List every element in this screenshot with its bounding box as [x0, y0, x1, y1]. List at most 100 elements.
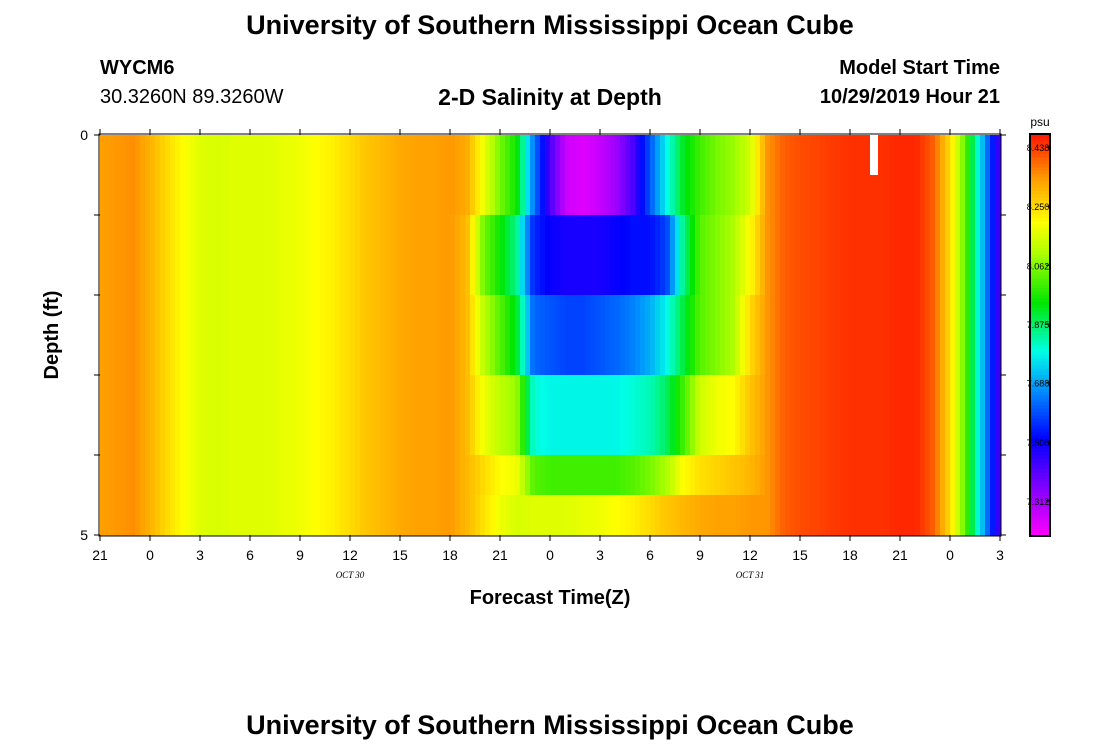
heatmap-cell — [735, 495, 741, 536]
heatmap-cell — [595, 295, 601, 376]
heatmap-cell — [200, 375, 206, 456]
heatmap-cell — [815, 375, 821, 456]
heatmap-cell — [860, 455, 866, 496]
colorbar-segment — [1030, 351, 1050, 356]
heatmap-cell — [975, 455, 981, 496]
heatmap-cell — [615, 375, 621, 456]
colorbar-segment — [1030, 455, 1050, 460]
heatmap-cell — [605, 375, 611, 456]
heatmap-cell — [460, 455, 466, 496]
heatmap-cell — [620, 455, 626, 496]
heatmap-cell — [660, 455, 666, 496]
heatmap-cell — [165, 135, 171, 216]
heatmap-cell — [210, 375, 216, 456]
heatmap-cell — [335, 295, 341, 376]
heatmap-cell — [975, 295, 981, 376]
heatmap-cell — [930, 455, 936, 496]
heatmap-cell — [170, 495, 176, 536]
heatmap-cell — [760, 295, 766, 376]
heatmap-cell — [895, 375, 901, 456]
colorbar-segment — [1030, 395, 1050, 400]
heatmap-cell — [175, 495, 181, 536]
heatmap-cell — [855, 455, 861, 496]
heatmap-cell — [155, 375, 161, 456]
heatmap-cell — [815, 215, 821, 296]
heatmap-cell — [830, 215, 836, 296]
heatmap-cell — [645, 215, 651, 296]
heatmap-cell — [630, 215, 636, 296]
heatmap-cell — [675, 375, 681, 456]
heatmap-cell — [655, 295, 661, 376]
heatmap-cell — [930, 295, 936, 376]
heatmap-cell — [470, 375, 476, 456]
heatmap-cell — [865, 295, 871, 376]
heatmap-cell — [195, 135, 201, 216]
colorbar-segment — [1030, 301, 1050, 306]
heatmap-cell — [195, 455, 201, 496]
heatmap-cell — [840, 295, 846, 376]
heatmap-cell — [940, 295, 946, 376]
heatmap-cell — [190, 375, 196, 456]
heatmap-cell — [810, 215, 816, 296]
colorbar-segment — [1030, 231, 1050, 236]
heatmap-cell — [950, 135, 956, 216]
heatmap-cell — [945, 135, 951, 216]
heatmap-cell — [225, 375, 231, 456]
heatmap-cell — [420, 215, 426, 296]
heatmap-cell — [335, 215, 341, 296]
heatmap-cell — [910, 215, 916, 296]
heatmap-cell — [790, 135, 796, 216]
heatmap-cell — [670, 455, 676, 496]
heatmap-cell — [960, 375, 966, 456]
heatmap-cell — [485, 135, 491, 216]
heatmap-cell — [200, 135, 206, 216]
heatmap-cell — [720, 215, 726, 296]
heatmap-cell — [855, 375, 861, 456]
heatmap-cell — [810, 495, 816, 536]
heatmap-cell — [375, 135, 381, 216]
heatmap-cell — [120, 215, 126, 296]
colorbar-segment — [1030, 160, 1050, 165]
heatmap-cell — [500, 495, 506, 536]
heatmap-cell — [320, 215, 326, 296]
heatmap-cell — [495, 495, 501, 536]
heatmap-cell — [440, 215, 446, 296]
heatmap-cell — [345, 295, 351, 376]
heatmap-cell — [635, 135, 641, 216]
heatmap-cell — [260, 455, 266, 496]
heatmap-cell — [470, 135, 476, 216]
colorbar-segment — [1030, 465, 1050, 470]
heatmap-cell — [115, 295, 121, 376]
heatmap-cell — [645, 455, 651, 496]
heatmap-cell — [650, 375, 656, 456]
heatmap-cell — [710, 215, 716, 296]
heatmap-cell — [685, 295, 691, 376]
colorbar-segment — [1030, 462, 1050, 467]
heatmap-cell — [265, 455, 271, 496]
heatmap-cell — [105, 215, 111, 296]
heatmap-cell — [545, 375, 551, 456]
heatmap-cell — [105, 495, 111, 536]
heatmap-cell — [890, 455, 896, 496]
heatmap-cell — [820, 215, 826, 296]
heatmap-cell — [385, 135, 391, 216]
heatmap-cell — [275, 295, 281, 376]
heatmap-cell — [570, 495, 576, 536]
colorbar-segment — [1030, 140, 1050, 145]
heatmap-cell — [360, 495, 366, 536]
heatmap-cell — [925, 455, 931, 496]
heatmap-cell — [445, 495, 451, 536]
heatmap-cell — [205, 295, 211, 376]
heatmap-cell — [600, 495, 606, 536]
heatmap-cell — [270, 295, 276, 376]
heatmap-cell — [700, 455, 706, 496]
heatmap-cell — [650, 495, 656, 536]
colorbar-segment — [1030, 134, 1050, 138]
heatmap-cell — [750, 215, 756, 296]
heatmap-cell — [280, 215, 286, 296]
x-tick-label: 3 — [596, 547, 604, 563]
heatmap-cell — [900, 455, 906, 496]
heatmap-cell — [115, 135, 121, 216]
heatmap-cell — [730, 135, 736, 216]
heatmap-cell — [470, 495, 476, 536]
